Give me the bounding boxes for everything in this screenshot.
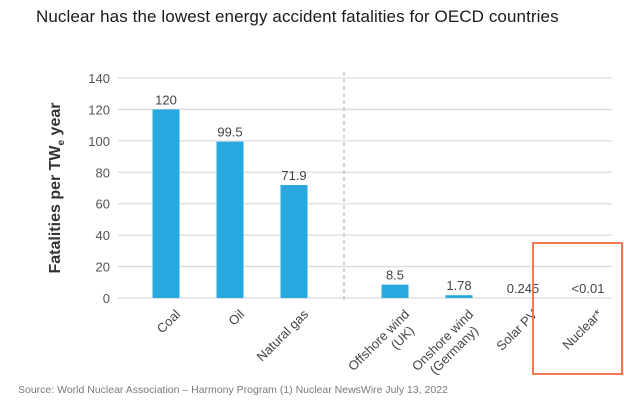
gridlines bbox=[118, 77, 612, 299]
data-label: 0.245 bbox=[507, 281, 540, 296]
data-labels: 120 99.5 71.9 8.5 1.78 0.245 <0.01 bbox=[155, 92, 604, 296]
y-axis-label: Fatalities per TWe year bbox=[47, 103, 67, 274]
bar bbox=[445, 295, 473, 298]
y-tick-label: 40 bbox=[96, 228, 110, 243]
y-axis-ticks: 0 20 40 60 80 100 120 140 bbox=[88, 71, 110, 306]
data-label: 71.9 bbox=[281, 168, 306, 183]
bar bbox=[280, 185, 308, 298]
source-note: Source: World Nuclear Association – Harm… bbox=[18, 384, 448, 396]
y-axis-label-subscript: e bbox=[56, 139, 67, 145]
bar bbox=[381, 284, 409, 298]
chart-title: Nuclear has the lowest energy accident f… bbox=[36, 7, 559, 26]
data-label: 1.78 bbox=[446, 278, 471, 293]
y-tick-label: 20 bbox=[96, 260, 110, 275]
category-label-line: Nuclear* bbox=[559, 307, 605, 353]
y-axis-label-tail: year bbox=[47, 103, 64, 140]
bar bbox=[152, 109, 180, 298]
category-label-line: Coal bbox=[154, 307, 184, 337]
data-label: <0.01 bbox=[572, 281, 605, 296]
bar bbox=[216, 141, 244, 298]
category-label: Oil bbox=[225, 307, 247, 329]
category-label: Coal bbox=[154, 307, 184, 337]
category-label: Onshore wind(Germany) bbox=[409, 307, 481, 378]
y-tick-label: 100 bbox=[88, 134, 110, 149]
category-label: Natural gas bbox=[254, 306, 312, 364]
category-label-line: Oil bbox=[225, 307, 247, 329]
category-label-line: Natural gas bbox=[254, 306, 312, 364]
y-tick-label: 80 bbox=[96, 165, 110, 180]
y-axis-label-main: Fatalities per TW bbox=[47, 145, 64, 274]
data-label: 8.5 bbox=[386, 268, 404, 283]
category-labels: Coal Oil Natural gas Offshore wind(UK)Onsho… bbox=[154, 306, 606, 378]
bars bbox=[152, 109, 473, 298]
data-label: 120 bbox=[155, 92, 177, 107]
y-tick-label: 140 bbox=[88, 71, 110, 86]
y-tick-label: 60 bbox=[96, 197, 110, 212]
category-label: Nuclear* bbox=[559, 307, 605, 353]
y-tick-label: 0 bbox=[103, 291, 110, 306]
data-label: 99.5 bbox=[217, 125, 242, 140]
category-label: Offshore wind(UK) bbox=[345, 307, 417, 374]
nuclear-highlight-box bbox=[532, 242, 623, 375]
y-tick-label: 120 bbox=[88, 102, 110, 117]
